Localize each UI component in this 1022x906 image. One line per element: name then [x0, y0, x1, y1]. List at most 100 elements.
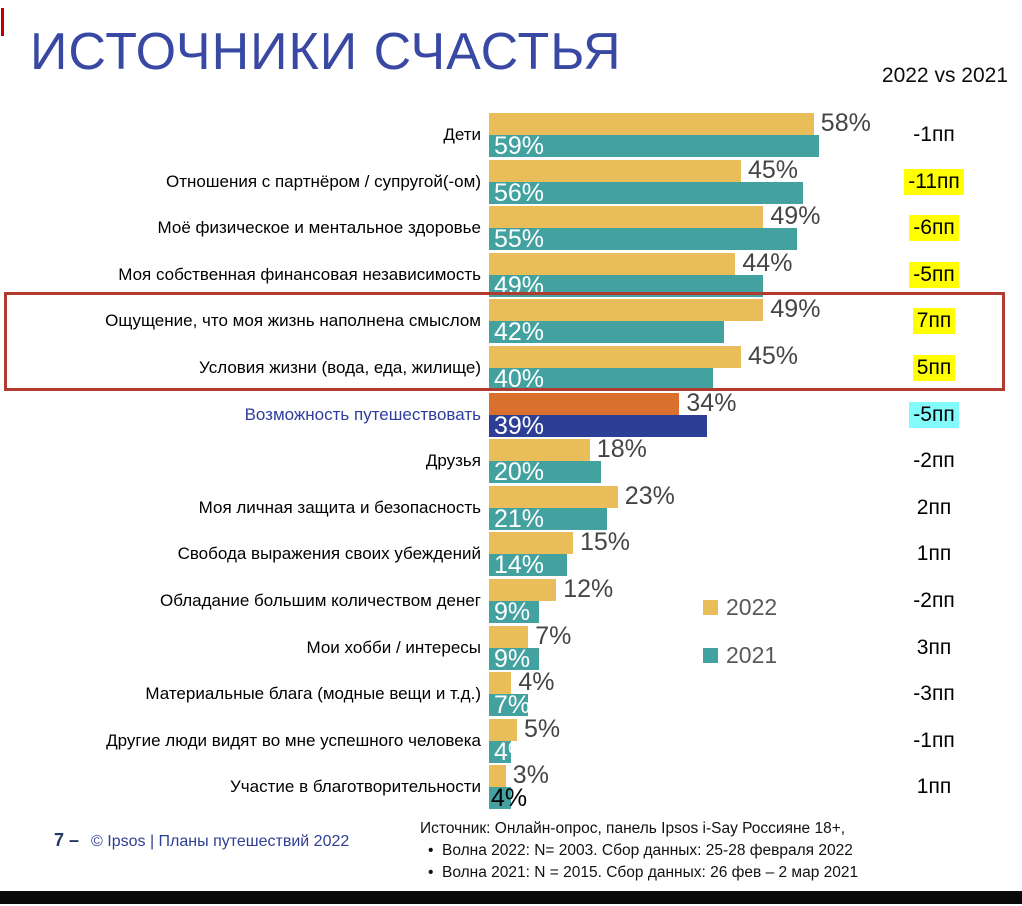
bar-2021: 55% — [489, 227, 797, 252]
bar-2021: 20% — [489, 458, 601, 486]
bar-2022 — [489, 765, 506, 787]
delta-badge: -5пп — [909, 402, 959, 428]
bar-2022 — [489, 579, 557, 601]
bar-2021: 56% — [489, 179, 803, 207]
legend-label-2022: 2022 — [726, 593, 778, 620]
category-label: Материальные блага (модные вещи и т.д.) — [145, 684, 481, 703]
bar-group: 45% 40% — [489, 343, 889, 392]
chart-row: Обладание большим количеством денег 12% … — [0, 575, 1010, 626]
legend: 2022 2021 — [703, 594, 777, 693]
value-2022: 12% — [563, 575, 614, 603]
bar-group: 3% 4% — [489, 762, 889, 812]
chart-row: Ощущение, что моя жизнь наполнена смысло… — [0, 296, 1010, 346]
category-label: Возможность путешествовать — [244, 405, 481, 424]
delta-badge: -6пп — [909, 215, 959, 241]
bar-2021: 4% — [489, 784, 528, 812]
bar-group: 58% 59% — [489, 109, 889, 160]
highlight-box — [4, 292, 1005, 391]
slide-corner-mark — [1, 8, 4, 36]
value-2021: 9% — [494, 598, 531, 626]
delta-badge: 7пп — [912, 308, 956, 334]
chart-row: Друзья 18% 20% -2пп — [0, 435, 1010, 486]
value-2021: 42% — [494, 318, 545, 346]
chart-row: Мои хобби / интересы 7% 9% 3пп — [0, 623, 1010, 672]
bar-2022 — [489, 206, 764, 228]
category-label: Свобода выражения своих убеждений — [177, 544, 481, 563]
value-2021: 14% — [494, 551, 545, 579]
bar-2021: 9% — [489, 598, 540, 626]
bar-2022 — [489, 393, 680, 415]
category-label: Другие люди видят во мне успешного челов… — [106, 731, 481, 750]
legend-swatch-2021 — [703, 647, 718, 663]
delta-cell: -2пп — [868, 438, 1000, 484]
value-2022: 4% — [518, 668, 555, 696]
category-label: Моё физическое и ментальное здоровье — [157, 218, 481, 237]
page-number: 7 – — [54, 830, 80, 850]
bar-group: 34% 39% — [489, 390, 889, 439]
value-2022: 44% — [742, 249, 793, 277]
delta-cell: -3пп — [868, 671, 1000, 717]
bar-2022 — [489, 672, 512, 694]
delta-badge: -3пп — [913, 682, 955, 705]
bullet-icon: • — [428, 864, 434, 881]
legend-swatch-2022 — [703, 599, 718, 615]
delta-cell: -2пп — [868, 578, 1000, 624]
legend-label-2021: 2021 — [726, 641, 778, 668]
bar-group: 44% 49% — [489, 249, 889, 299]
delta-badge: 3пп — [916, 636, 952, 659]
chart-row: Возможность путешествовать 34% 39% -5пп — [0, 390, 1010, 439]
bar-2022 — [489, 486, 618, 508]
category-label: Друзья — [425, 451, 481, 470]
bar-2021: 40% — [489, 367, 713, 392]
bar-group: 12% 9% — [489, 575, 889, 626]
comparison-label: 2022 vs 2021 — [881, 64, 1008, 87]
category-label: Участие в благотворительности — [230, 777, 481, 796]
delta-badge: 2пп — [916, 496, 952, 519]
legend-item-2021: 2021 — [703, 642, 777, 668]
bar-2021: 21% — [489, 505, 607, 533]
category-label: Дети — [443, 125, 481, 144]
bar-2022 — [489, 253, 736, 275]
source-block: Источник: Онлайн-опрос, панель Ipsos i-S… — [420, 818, 858, 884]
bar-2021: 42% — [489, 318, 725, 346]
value-2021: 4% — [491, 784, 528, 812]
bar-group: 23% 21% — [489, 482, 889, 533]
delta-cell: 1пп — [868, 531, 1000, 577]
page-title: ИСТОЧНИКИ СЧАСТЬЯ — [30, 23, 622, 81]
delta-cell: -6пп — [868, 205, 1000, 251]
value-2021: 59% — [494, 132, 545, 160]
value-2022: 45% — [748, 156, 799, 184]
chart-row: Дети 58% 59% -1пп — [0, 109, 1010, 160]
category-label: Мои хобби / интересы — [306, 638, 482, 657]
category-label: Отношения с партнёром / супругой(-ом) — [166, 172, 481, 191]
category-label: Моя личная защита и безопасность — [198, 498, 481, 517]
bar-2022 — [489, 719, 517, 741]
category-label: Ощущение, что моя жизнь наполнена смысло… — [105, 311, 481, 330]
category-label: Моя собственная финансовая независимость — [118, 265, 481, 284]
delta-badge: -1пп — [913, 123, 955, 146]
bar-2021: 14% — [489, 551, 568, 579]
chart-row: Другие люди видят во мне успешного челов… — [0, 716, 1010, 764]
bar-2021: 4% — [489, 741, 512, 763]
value-2021: 20% — [494, 458, 545, 486]
bar-2022 — [489, 113, 814, 135]
bar-group: 15% 14% — [489, 529, 889, 579]
bar-group: 4% 7% — [489, 668, 889, 719]
delta-badge: -5пп — [909, 262, 959, 288]
chart-row: Моя личная защита и безопасность 23% 21%… — [0, 482, 1010, 533]
value-2022: 58% — [820, 109, 871, 137]
bar-2022 — [489, 439, 590, 461]
legend-item-2022: 2022 — [703, 594, 777, 620]
value-2021: 7% — [494, 691, 531, 719]
value-2022: 23% — [624, 482, 675, 510]
value-2022: 18% — [596, 435, 647, 463]
bottom-bar — [0, 891, 1022, 904]
bar-group: 49% 55% — [489, 203, 889, 252]
delta-cell: 7пп — [868, 298, 1000, 344]
value-2021: 56% — [494, 179, 545, 207]
bar-group: 7% 9% — [489, 623, 889, 672]
delta-badge: -1пп — [913, 729, 955, 752]
value-2021: 21% — [494, 505, 545, 533]
bar-group: 45% 56% — [489, 156, 889, 207]
